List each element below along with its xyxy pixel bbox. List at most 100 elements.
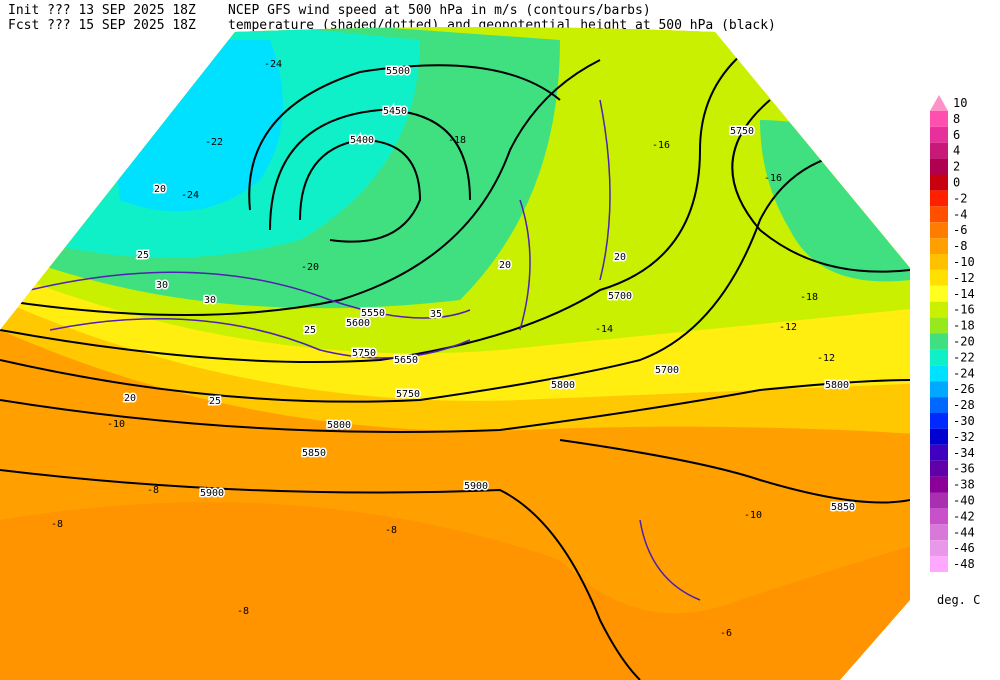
height-label: 5850 <box>302 448 326 459</box>
height-label: 5800 <box>327 420 351 431</box>
legend-swatch <box>930 206 948 223</box>
legend-swatch <box>930 110 948 127</box>
legend-label: -34 <box>953 446 975 460</box>
temperature-label: -16 <box>652 140 670 151</box>
legend-label: -44 <box>953 525 975 539</box>
legend-label: -14 <box>953 287 975 301</box>
height-label: 5650 <box>394 355 418 366</box>
temperature-label: -6 <box>720 628 732 639</box>
legend-label: -48 <box>953 557 975 571</box>
legend-swatch <box>930 174 948 191</box>
temperature-label: -12 <box>779 322 797 333</box>
legend-label: -26 <box>953 382 975 396</box>
legend-label: -32 <box>953 430 975 444</box>
legend-swatch <box>930 492 948 509</box>
legend-swatch <box>930 126 948 143</box>
temperature-label: -14 <box>595 324 613 335</box>
height-label: 5800 <box>825 380 849 391</box>
height-label: 5450 <box>383 106 407 117</box>
legend-label: -20 <box>953 334 975 348</box>
legend-swatch <box>930 269 948 286</box>
wind-speed-label: 25 <box>209 396 221 407</box>
legend-swatch <box>930 540 948 557</box>
legend-label: -28 <box>953 398 975 412</box>
height-label: 5900 <box>464 481 488 492</box>
legend-unit: deg. C <box>937 593 980 607</box>
temperature-label: -8 <box>51 519 63 530</box>
height-label: 5550 <box>361 308 385 319</box>
wind-contours <box>29 99 701 601</box>
temperature-label: -24 <box>264 59 282 70</box>
wind-speed-label: 25 <box>304 325 316 336</box>
legend-swatch <box>930 333 948 350</box>
height-label: 5850 <box>831 502 855 513</box>
legend-label: -6 <box>953 223 967 237</box>
legend-swatch <box>930 349 948 366</box>
legend-label: -36 <box>953 462 975 476</box>
height-label: 5900 <box>200 488 224 499</box>
temperature-label: -10 <box>744 510 762 521</box>
legend-label: -12 <box>953 271 975 285</box>
wind-speed-label: 30 <box>204 295 216 306</box>
legend-label: 0 <box>953 175 960 189</box>
legend-swatch <box>930 254 948 270</box>
legend-label: -40 <box>953 493 975 507</box>
legend-label: -8 <box>953 239 967 253</box>
legend-label: -4 <box>953 207 967 221</box>
height-label: 5500 <box>386 66 410 77</box>
legend-swatch <box>930 238 948 254</box>
height-label: 5800 <box>551 380 575 391</box>
temperature-label: -16 <box>764 173 782 184</box>
temperature-label: -12 <box>817 353 835 364</box>
init-time: Init ??? 13 SEP 2025 18Z <box>8 3 196 18</box>
legend-label: -38 <box>953 478 975 492</box>
wind-speed-label: 35 <box>430 309 442 320</box>
legend-swatch <box>930 285 948 302</box>
legend-label: 2 <box>953 160 960 174</box>
height-label: 5400 <box>350 135 374 146</box>
legend-swatch <box>930 508 948 525</box>
legend-label: -2 <box>953 191 967 205</box>
temperature-label: -24 <box>181 190 199 201</box>
height-label: 5700 <box>655 365 679 376</box>
legend-label: -22 <box>953 350 975 364</box>
legend-swatch <box>930 476 948 493</box>
height-label: 5750 <box>396 389 420 400</box>
temperature-label: -18 <box>448 135 466 146</box>
legend-label: -10 <box>953 255 975 269</box>
temperature-label: -8 <box>385 525 397 536</box>
wind-speed-label: 20 <box>154 184 166 195</box>
height-label: 5600 <box>346 318 370 329</box>
legend-label: 6 <box>953 128 960 142</box>
legend-swatch <box>930 317 948 334</box>
legend-swatch <box>930 142 948 159</box>
shade-dark-orange <box>0 502 910 680</box>
legend-swatch <box>930 460 948 477</box>
legend-swatch <box>930 381 948 398</box>
legend-label: -30 <box>953 414 975 428</box>
legend-swatch <box>930 95 948 111</box>
legend-label: -16 <box>953 303 975 317</box>
wind-speed-label: 20 <box>614 252 626 263</box>
legend-label: -24 <box>953 366 975 380</box>
wind-speed-label: 30 <box>156 280 168 291</box>
height-label: 5750 <box>352 348 376 359</box>
legend-swatch <box>930 158 948 175</box>
legend-swatch <box>930 365 948 382</box>
legend-label: 10 <box>953 96 967 110</box>
legend-label: 4 <box>953 144 960 158</box>
legend-swatch <box>930 524 948 541</box>
legend-label: -18 <box>953 319 975 333</box>
legend-swatch <box>930 444 948 461</box>
temperature-label: -22 <box>205 137 223 148</box>
height-label: 5750 <box>730 126 754 137</box>
legend-swatch <box>930 397 948 413</box>
temperature-label: -8 <box>237 606 249 617</box>
wind-speed-label: 20 <box>499 260 511 271</box>
legend-label: 8 <box>953 112 960 126</box>
legend-swatch <box>930 222 948 239</box>
legend-swatch <box>930 190 948 207</box>
legend-swatch <box>930 301 948 318</box>
